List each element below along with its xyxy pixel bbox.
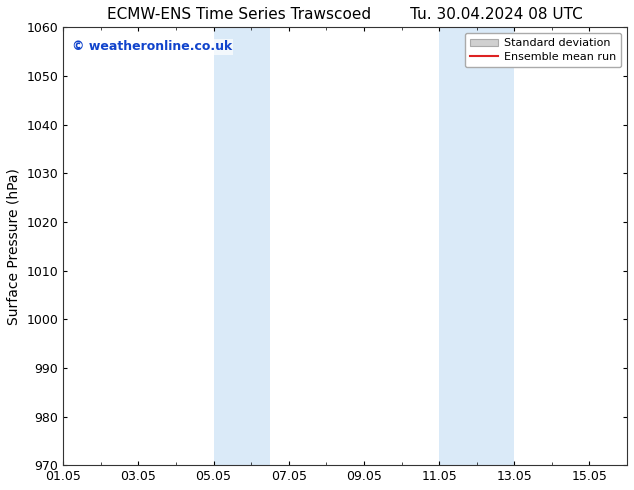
- Text: © weatheronline.co.uk: © weatheronline.co.uk: [72, 40, 232, 53]
- Title: ECMW-ENS Time Series Trawscoed        Tu. 30.04.2024 08 UTC: ECMW-ENS Time Series Trawscoed Tu. 30.04…: [107, 7, 583, 22]
- Legend: Standard deviation, Ensemble mean run: Standard deviation, Ensemble mean run: [465, 33, 621, 67]
- Bar: [214, 27, 270, 465]
- Y-axis label: Surface Pressure (hPa): Surface Pressure (hPa): [7, 168, 21, 325]
- Bar: [439, 27, 514, 465]
